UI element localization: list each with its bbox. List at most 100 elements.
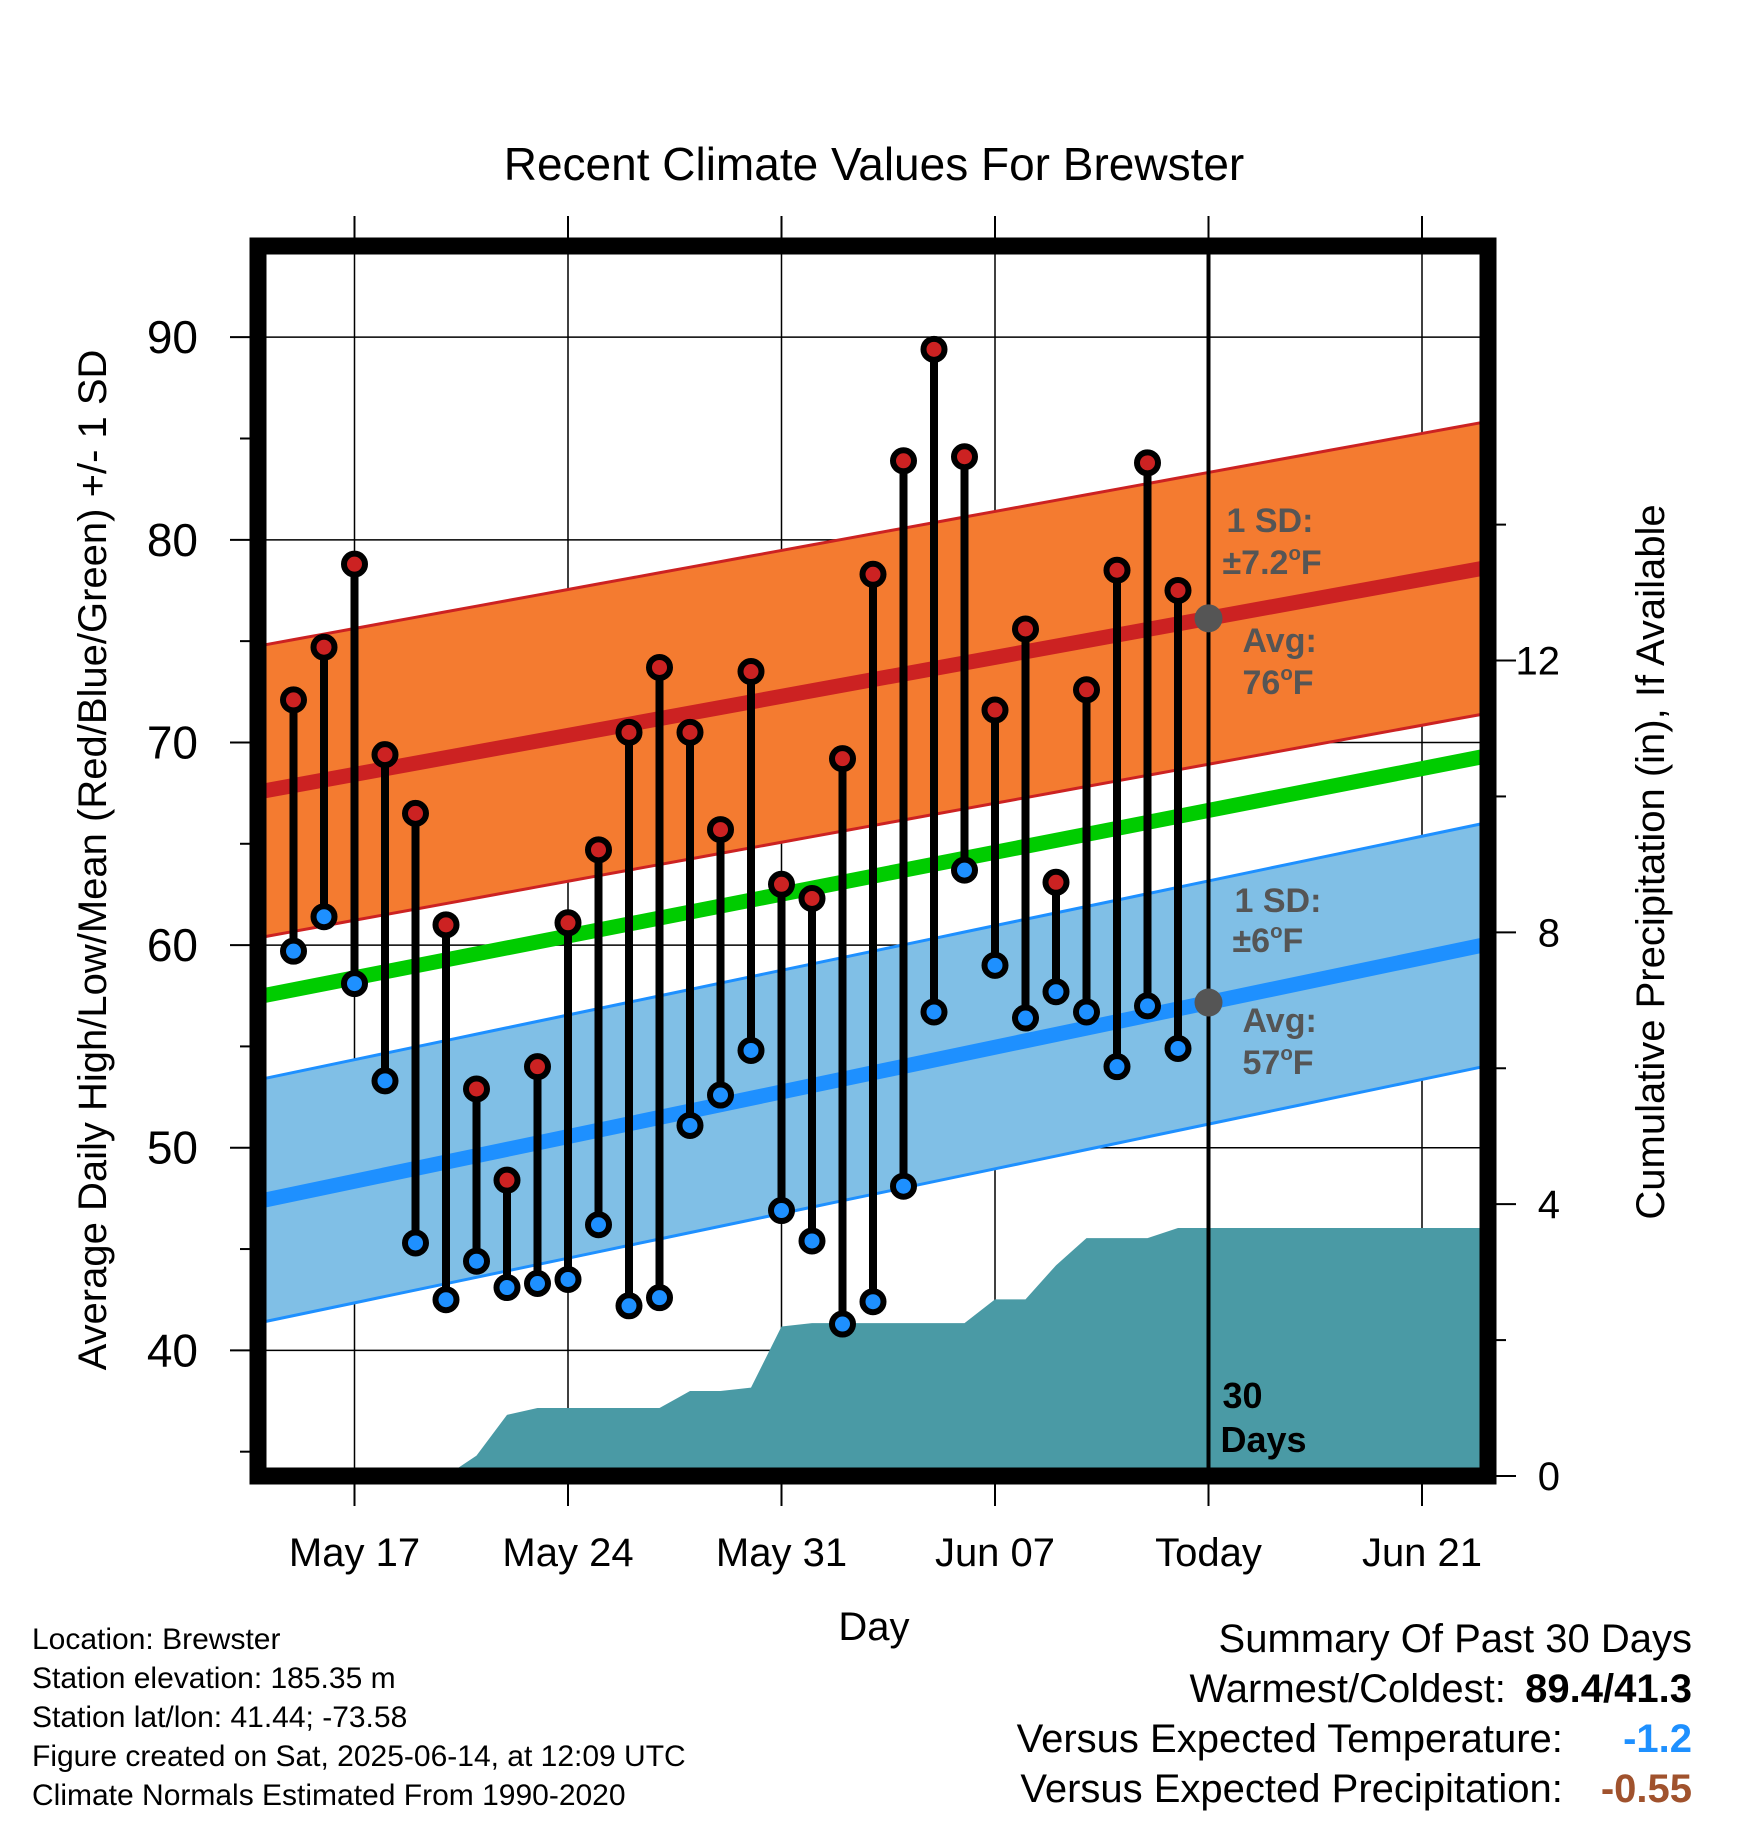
high-point [1164,576,1192,604]
x-tick-label: May 24 [502,1531,633,1575]
low-point [798,1227,826,1255]
low-point [920,998,948,1026]
precip-value: -0.55 [1600,1767,1692,1811]
high-point [432,911,460,939]
y2-axis-label: Cumulative Precipitation (in), If Availa… [1629,504,1673,1219]
high-point [554,909,582,937]
high-point [737,658,765,686]
high-point [707,816,734,844]
elevation-text: Station elevation: 185.35 m [32,1662,396,1695]
y2-tick-label: 12 [1516,640,1561,684]
low-point [463,1247,490,1275]
station-info: Location: Brewster Station elevation: 18… [32,1620,686,1815]
summary-temp-row: Versus Expected Temperature: -1.2 [1017,1714,1692,1764]
low-point [981,951,1009,979]
low-point [1103,1053,1131,1081]
high-avg-value: 76oF [1243,663,1314,702]
low-point [829,1310,856,1338]
low-sd-label: 1 SD: [1235,882,1322,920]
high-point [1134,449,1161,477]
low-point [951,856,978,884]
x-tick-label: Jun 21 [1362,1531,1482,1575]
low-point [280,937,307,965]
low-point [615,1292,643,1320]
summary-warmest-row: Warmest/Coldest: 89.4/41.3 [1017,1664,1693,1714]
latlon-text: Station lat/lon: 41.44; -73.58 [32,1701,408,1734]
y2-tick-label: 0 [1538,1455,1560,1499]
low-point [1073,998,1100,1026]
y-tick-label: 50 [147,1122,198,1174]
high-point [676,718,704,746]
high-point [981,696,1009,724]
normal-high-sd-edge-upper [262,420,1484,647]
high-point [341,550,368,578]
high-point [1012,615,1039,643]
daily-temperature-marks [280,246,1223,1476]
low-point [737,1036,765,1064]
today-high-normal-marker [1194,604,1223,633]
high-point [768,870,795,898]
y2-tick-label: 4 [1538,1183,1560,1227]
high-point [646,653,673,681]
high-point [585,836,612,864]
high-sd-value: ±7.2oF [1223,543,1322,582]
chart-title: Recent Climate Values For Brewster [504,138,1245,190]
high-point [1042,868,1070,896]
low-point [1042,978,1070,1006]
low-point [768,1197,795,1225]
warmest-label: Warmest/Coldest: [1189,1667,1506,1711]
x-tick-label: May 31 [716,1531,847,1575]
high-point [280,686,307,714]
high-point [890,447,917,475]
low-avg-value: 57oF [1243,1043,1314,1082]
axes: 40 50 60 70 80 90 0 4 8 12 May 17 May 24 May 31 Jun 0… [71,216,1673,1649]
low-point [341,970,368,998]
high-point [951,443,978,471]
high-point [310,633,338,661]
high-point [524,1053,551,1081]
y-tick-label: 40 [147,1324,198,1376]
high-point [463,1075,490,1103]
x-tick-label: May 17 [289,1531,420,1575]
high-avg-label: Avg: [1243,622,1317,660]
high-point [371,741,399,769]
y-tick-label: 90 [147,311,198,363]
low-point [890,1172,917,1200]
high-sd-label: 1 SD: [1227,502,1314,540]
low-point [554,1265,582,1293]
high-point [798,884,826,912]
days-count-label: 30 [1223,1375,1263,1416]
low-point [707,1081,734,1109]
low-point [524,1269,551,1297]
low-point [859,1288,887,1316]
created-text: Figure created on Sat, 2025-06-14, at 12… [32,1740,686,1773]
low-sd-value: ±6oF [1233,921,1304,960]
summary-heading: Summary Of Past 30 Days [1218,1617,1692,1661]
x-tick-label: Jun 07 [935,1531,1055,1575]
high-point [615,718,643,746]
low-point [1164,1034,1192,1062]
high-point [859,560,887,588]
y-tick-label: 80 [147,514,198,566]
low-point [585,1211,612,1239]
y-tick-label: 70 [147,716,198,768]
y2-tick-label: 8 [1538,911,1560,955]
today-low-normal-marker [1194,988,1223,1017]
y-tick-label: 60 [147,919,198,971]
low-point [432,1286,460,1314]
low-avg-label: Avg: [1243,1002,1317,1040]
temp-value: -1.2 [1623,1717,1692,1761]
low-point [1012,1004,1039,1032]
summary-panel: Summary Of Past 30 Days Warmest/Coldest:… [1017,1614,1692,1814]
y-axis-label: Average Daily High/Low/Mean (Red/Blue/Gr… [71,350,115,1371]
plot-frame [249,237,1497,1485]
low-point [402,1229,429,1257]
precipitation-area [263,1227,1483,1476]
low-point [493,1274,521,1302]
high-point [920,335,948,363]
high-point [829,745,856,773]
low-point [310,903,338,931]
precip-area [263,1227,1483,1476]
